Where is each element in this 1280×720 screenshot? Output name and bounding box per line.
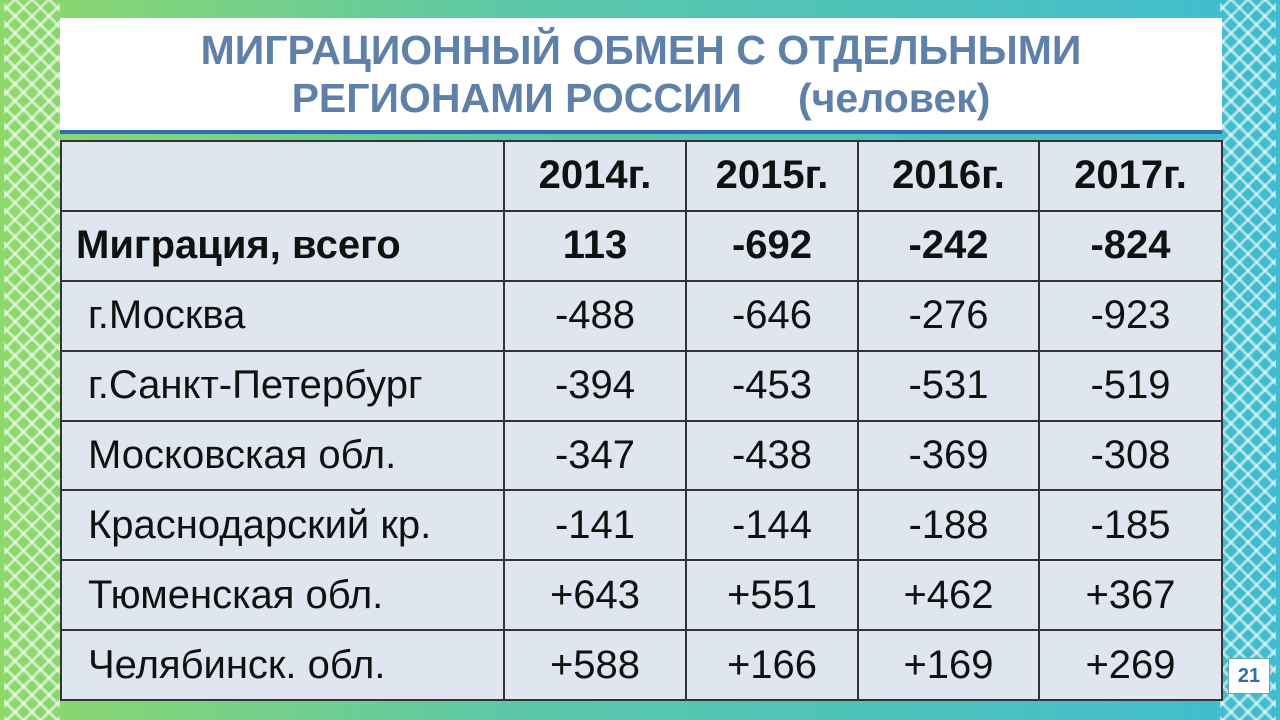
row-label: г.Санкт-Петербург bbox=[60, 349, 505, 422]
table-row: Московская обл. -347 -438 -369 -308 bbox=[60, 419, 1223, 492]
cell: -185 bbox=[1038, 489, 1223, 562]
cell: -923 bbox=[1038, 279, 1223, 352]
cell: +367 bbox=[1038, 559, 1223, 632]
row-label: Челябинск. обл. bbox=[60, 629, 505, 701]
cell: +269 bbox=[1038, 629, 1223, 701]
cell: -141 bbox=[503, 489, 687, 562]
column-header bbox=[60, 140, 505, 212]
table-row: Тюменская обл. +643 +551 +462 +367 bbox=[60, 559, 1223, 632]
row-label: Миграция, всего bbox=[60, 209, 505, 282]
row-label: Московская обл. bbox=[60, 419, 505, 492]
cell: -692 bbox=[685, 209, 859, 282]
ornament bbox=[4, 0, 60, 720]
table-row: г.Санкт-Петербург -394 -453 -531 -519 bbox=[60, 349, 1223, 422]
cell: -276 bbox=[857, 279, 1040, 352]
cell: -188 bbox=[857, 489, 1040, 562]
cell: -242 bbox=[857, 209, 1040, 282]
cell: -519 bbox=[1038, 349, 1223, 422]
cell: -453 bbox=[685, 349, 859, 422]
cell: +643 bbox=[503, 559, 687, 632]
title-unit: (человек) bbox=[797, 75, 991, 121]
cell: -347 bbox=[503, 419, 687, 492]
cell: -369 bbox=[857, 419, 1040, 492]
cell: -438 bbox=[685, 419, 859, 492]
row-label: Тюменская обл. bbox=[60, 559, 505, 632]
cell: +166 bbox=[685, 629, 859, 701]
title-text: МИГРАЦИОННЫЙ ОБМЕН С ОТДЕЛЬНЫМИ РЕГИОНАМ… bbox=[200, 27, 1082, 121]
header-row: 2014г. 2015г. 2016г. 2017г. bbox=[60, 140, 1223, 212]
cell: -308 bbox=[1038, 419, 1223, 492]
table-row: Челябинск. обл. +588 +166 +169 +269 bbox=[60, 629, 1223, 701]
table-row: Миграция, всего 113 -692 -242 -824 bbox=[60, 209, 1223, 282]
row-label: г.Москва bbox=[60, 279, 505, 352]
cell: +551 bbox=[685, 559, 859, 632]
table-row: г.Москва -488 -646 -276 -923 bbox=[60, 279, 1223, 352]
ornament bbox=[1220, 0, 1276, 720]
cell: -824 bbox=[1038, 209, 1223, 282]
column-header: 2016г. bbox=[857, 140, 1040, 212]
title: МИГРАЦИОННЫЙ ОБМЕН С ОТДЕЛЬНЫМИ РЕГИОНАМ… bbox=[141, 26, 1141, 122]
column-header: 2014г. bbox=[503, 140, 687, 212]
column-header: 2017г. bbox=[1038, 140, 1223, 212]
table-row: Краснодарский кр. -141 -144 -188 -185 bbox=[60, 489, 1223, 562]
cell: 113 bbox=[503, 209, 687, 282]
data-table: 2014г. 2015г. 2016г. 2017г. Миграция, всего 1… bbox=[60, 140, 1223, 701]
cell: -394 bbox=[503, 349, 687, 422]
page-number: 21 bbox=[1228, 658, 1270, 694]
column-header: 2015г. bbox=[685, 140, 859, 212]
cell: -488 bbox=[503, 279, 687, 352]
cell: -646 bbox=[685, 279, 859, 352]
row-label: Краснодарский кр. bbox=[60, 489, 505, 562]
title-panel: МИГРАЦИОННЫЙ ОБМЕН С ОТДЕЛЬНЫМИ РЕГИОНАМ… bbox=[60, 18, 1222, 134]
cell: +462 bbox=[857, 559, 1040, 632]
cell: -531 bbox=[857, 349, 1040, 422]
cell: +588 bbox=[503, 629, 687, 701]
cell: -144 bbox=[685, 489, 859, 562]
cell: +169 bbox=[857, 629, 1040, 701]
